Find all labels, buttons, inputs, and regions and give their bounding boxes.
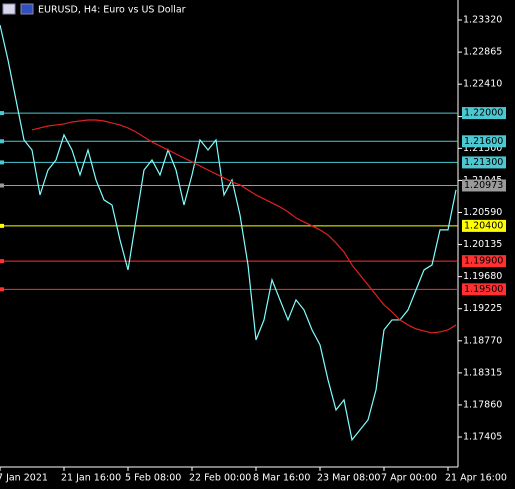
- level-marker: [0, 160, 4, 165]
- x-tick-label: 5 Feb 08:00: [125, 473, 181, 484]
- y-tick-label: 1.18315: [463, 367, 502, 378]
- chart-title: EURUSD, H4: Euro vs US Dollar: [38, 5, 186, 16]
- level-box: [462, 156, 506, 169]
- y-tick-label: 1.22410: [463, 79, 502, 90]
- level-box: [462, 107, 506, 120]
- icon: [2, 3, 16, 15]
- x-tick-label: 21 Jan 16:00: [61, 473, 121, 484]
- level-label: 1.21600: [464, 136, 503, 147]
- level-marker: [0, 111, 4, 116]
- y-tick-label: 1.20590: [463, 207, 502, 218]
- symbol-icons: [2, 3, 34, 15]
- y-tick-label: 1.19225: [463, 303, 502, 314]
- x-tick-label: 8 Mar 16:00: [253, 473, 310, 484]
- y-tick-label: 1.19680: [463, 271, 502, 282]
- level-box: [462, 135, 506, 148]
- level-box: [462, 283, 506, 296]
- level-label: 1.21300: [464, 157, 503, 168]
- y-tick-label: 1.20135: [463, 239, 502, 250]
- y-tick-label: 1.22865: [463, 47, 502, 58]
- level-marker: [0, 139, 4, 144]
- price-line: [0, 24, 457, 442]
- x-tick-label: 23 Mar 08:00: [317, 473, 380, 484]
- level-marker: [0, 259, 4, 264]
- price-line: [31, 119, 457, 334]
- level-label: 1.20400: [464, 220, 503, 231]
- icon: [20, 3, 34, 15]
- y-tick-label: 1.17860: [463, 399, 502, 410]
- y-tick-label: 1.21500: [463, 143, 502, 154]
- level-box: [462, 219, 506, 232]
- x-tick-label: 7 Apr 00:00: [381, 473, 437, 484]
- level-label: 1.22000: [464, 108, 503, 119]
- level-label: 1.20973: [464, 180, 503, 191]
- x-tick-label: 22 Feb 00:00: [189, 473, 251, 484]
- level-label: 1.19900: [464, 256, 503, 267]
- level-marker: [0, 223, 4, 228]
- level-box: [462, 179, 506, 192]
- y-tick-label: 1.17405: [463, 432, 502, 443]
- x-tick-label: 7 Jan 2021: [0, 473, 48, 484]
- level-marker: [0, 183, 4, 188]
- level-box: [462, 255, 506, 268]
- level-label: 1.19500: [464, 284, 503, 295]
- y-tick-label: 1.18770: [463, 335, 502, 346]
- level-marker: [0, 287, 4, 292]
- x-tick-label: 21 Apr 16:00: [445, 473, 507, 484]
- y-tick-label: 1.23320: [463, 15, 502, 26]
